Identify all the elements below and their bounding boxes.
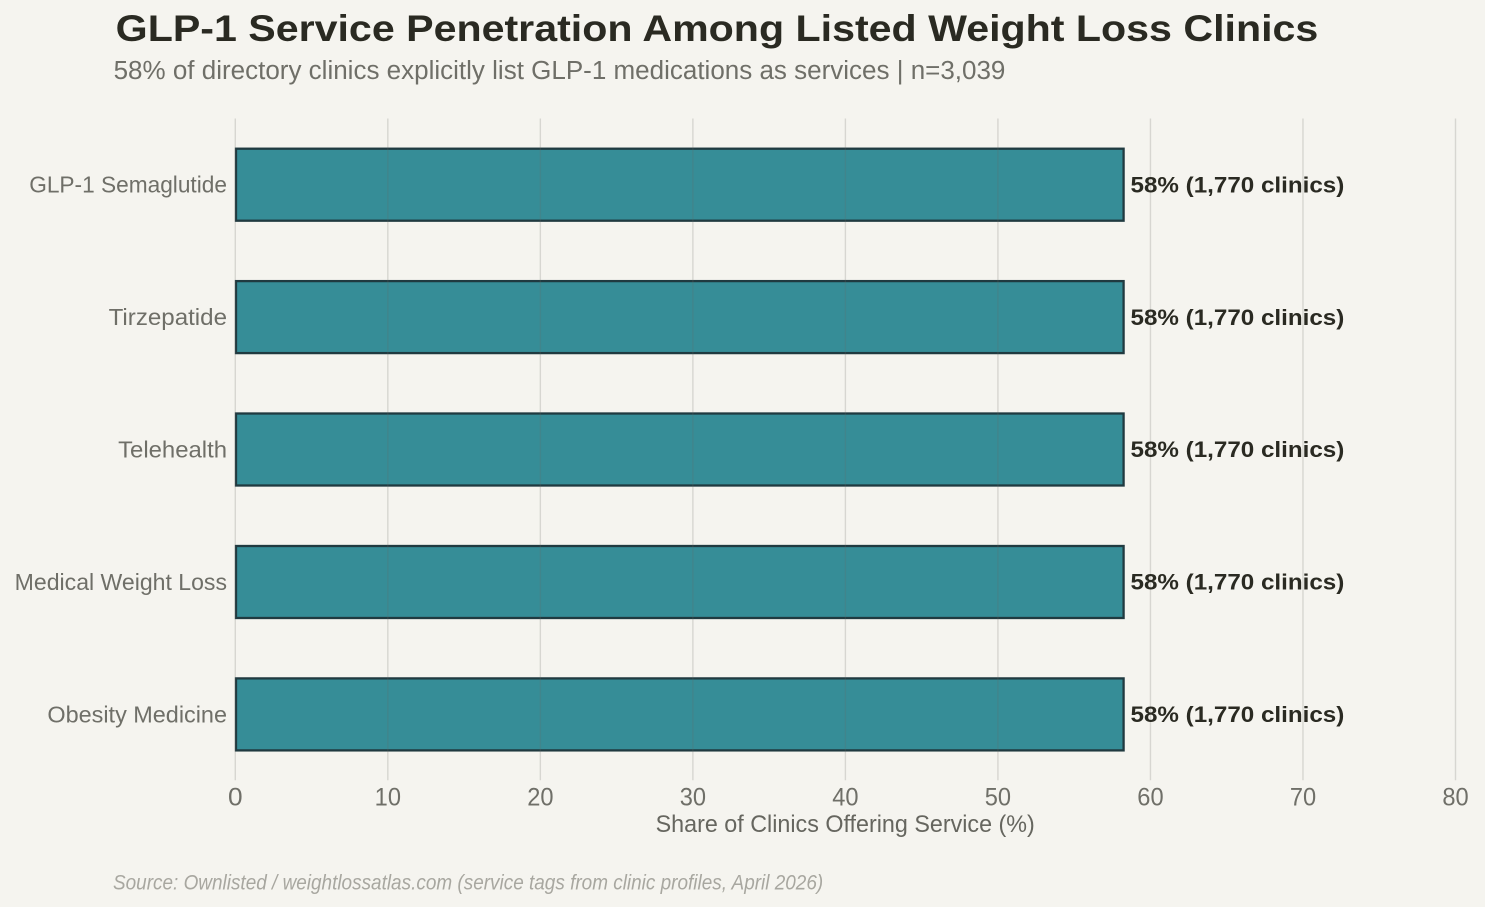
svg-text:Obesity Medicine: Obesity Medicine [47,701,227,727]
svg-text:0: 0 [228,784,243,812]
svg-text:GLP-1 Semaglutide: GLP-1 Semaglutide [29,172,227,198]
svg-text:Share of Clinics Offering Serv: Share of Clinics Offering Service (%) [656,811,1035,838]
svg-text:60: 60 [1137,784,1163,812]
svg-text:Telehealth: Telehealth [118,436,227,462]
svg-text:50: 50 [985,784,1011,812]
svg-text:70: 70 [1290,784,1316,812]
svg-text:Tirzepatide: Tirzepatide [109,304,227,330]
svg-text:58% (1,770 clinics): 58% (1,770 clinics) [1131,305,1345,330]
svg-text:58% (1,770 clinics): 58% (1,770 clinics) [1131,172,1345,197]
svg-text:58% of directory clinics expli: 58% of directory clinics explicitly list… [114,55,1006,85]
svg-text:58% (1,770 clinics): 58% (1,770 clinics) [1131,437,1345,462]
svg-text:GLP-1 Service Penetration Amon: GLP-1 Service Penetration Among Listed W… [116,8,1319,49]
svg-text:20: 20 [527,784,553,812]
svg-text:80: 80 [1442,784,1468,812]
svg-text:30: 30 [680,784,706,812]
svg-text:Medical Weight Loss: Medical Weight Loss [15,569,227,595]
svg-text:58% (1,770 clinics): 58% (1,770 clinics) [1131,702,1345,727]
svg-text:40: 40 [832,784,858,812]
svg-text:10: 10 [375,784,401,812]
svg-text:58% (1,770 clinics): 58% (1,770 clinics) [1131,570,1345,595]
svg-text:Source: Ownlisted / weightloss: Source: Ownlisted / weightlossatlas.com … [113,870,823,894]
